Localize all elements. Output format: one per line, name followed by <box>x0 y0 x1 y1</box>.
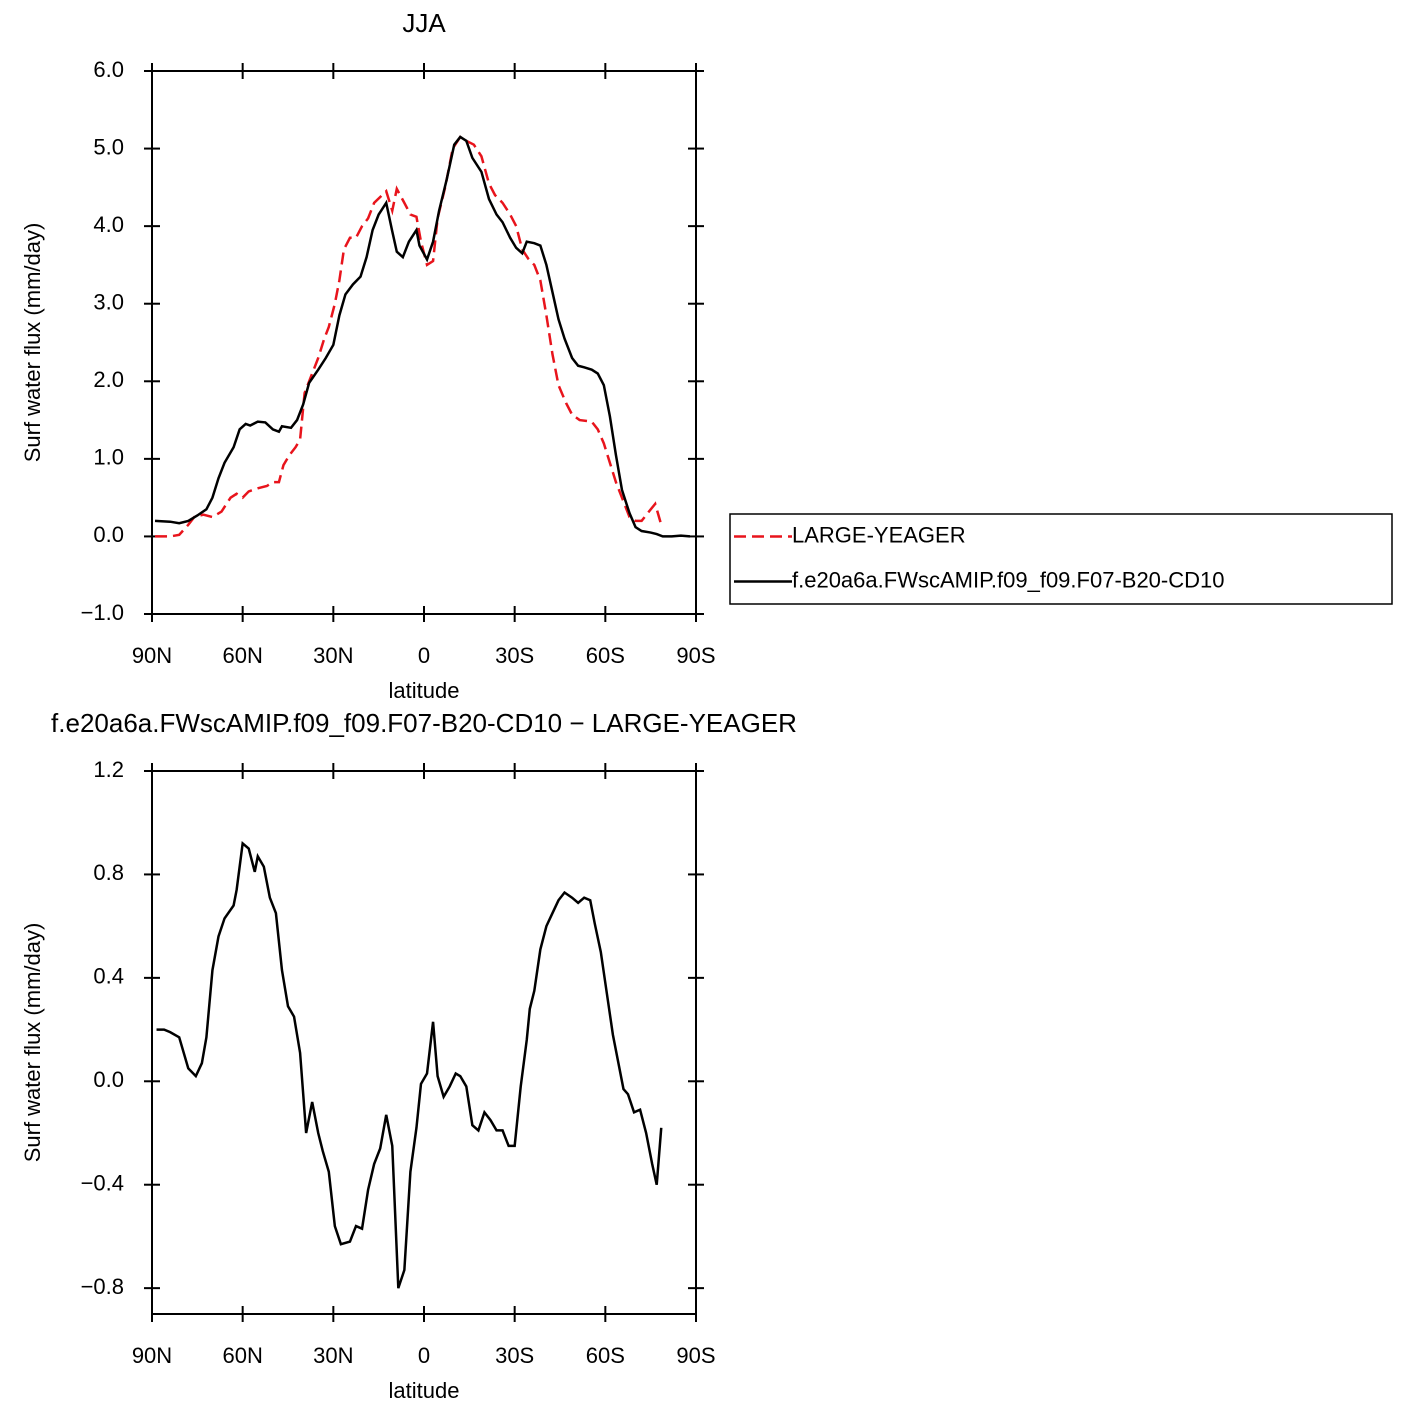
legend-label: LARGE-YEAGER <box>792 522 966 547</box>
x-tick-label: 90S <box>676 643 715 668</box>
chart-title: f.e20a6a.FWscAMIP.f09_f09.F07-B20-CD10 −… <box>51 708 797 738</box>
x-tick-label: 30N <box>313 1343 353 1368</box>
y-tick-label: 1.2 <box>93 757 124 782</box>
y-tick-label: 0.8 <box>93 860 124 885</box>
x-tick-label: 60S <box>586 1343 625 1368</box>
x-axis-label: latitude <box>389 1378 460 1403</box>
y-tick-label: 0.0 <box>93 522 124 547</box>
y-tick-label: −0.8 <box>81 1274 124 1299</box>
y-tick-label: 0.0 <box>93 1067 124 1092</box>
x-tick-label: 30S <box>495 643 534 668</box>
x-tick-label: 60N <box>222 1343 262 1368</box>
x-tick-label: 0 <box>418 1343 430 1368</box>
data-line <box>155 135 663 538</box>
plot-frame <box>151 70 697 615</box>
x-tick-label: 90S <box>676 1343 715 1368</box>
y-tick-label: 1.0 <box>93 445 124 470</box>
y-axis-label: Surf water flux (mm/day) <box>20 923 45 1163</box>
y-tick-label: −1.0 <box>81 600 124 625</box>
y-tick-label: 5.0 <box>93 134 124 159</box>
x-axis-label: latitude <box>389 678 460 703</box>
x-tick-label: 90N <box>132 1343 172 1368</box>
data-line <box>154 135 691 538</box>
legend-box <box>729 513 1393 605</box>
y-axis-label: Surf water flux (mm/day) <box>20 223 45 463</box>
y-tick-label: 6.0 <box>93 57 124 82</box>
x-tick-label: 30N <box>313 643 353 668</box>
y-tick-label: 2.0 <box>93 367 124 392</box>
x-tick-label: 0 <box>418 643 430 668</box>
chart-title: JJA <box>402 8 446 38</box>
x-tick-label: 30S <box>495 1343 534 1368</box>
legend-label: f.e20a6a.FWscAMIP.f09_f09.F07-B20-CD10 <box>792 567 1224 592</box>
y-tick-label: 4.0 <box>93 212 124 237</box>
x-tick-label: 60N <box>222 643 262 668</box>
y-tick-label: 3.0 <box>93 290 124 315</box>
plot-frame <box>151 770 697 1315</box>
y-tick-label: −0.4 <box>81 1171 124 1196</box>
x-tick-label: 60S <box>586 643 625 668</box>
data-line <box>156 840 663 1289</box>
y-tick-label: 0.4 <box>93 964 124 989</box>
x-tick-label: 90N <box>132 643 172 668</box>
